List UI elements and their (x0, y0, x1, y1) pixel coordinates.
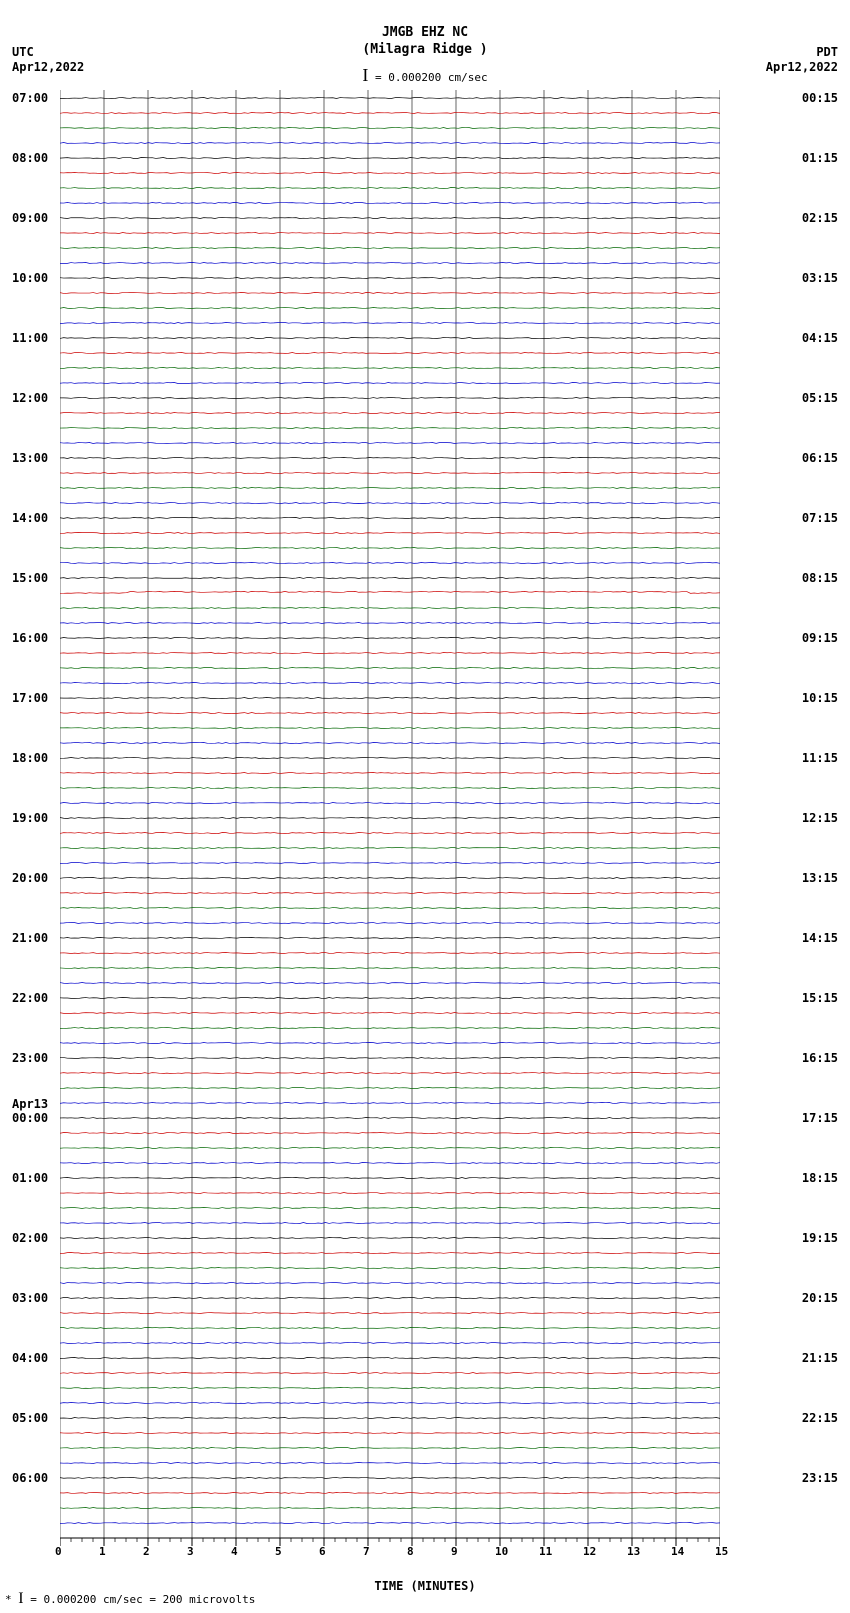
pdt-time-label: 22:15 (802, 1411, 838, 1425)
station-title: JMGB EHZ NC (0, 25, 850, 40)
x-tick: 10 (495, 1545, 508, 1558)
utc-time-label: 07:00 (12, 91, 48, 105)
pdt-time-label: 04:15 (802, 331, 838, 345)
pdt-time-label: 02:15 (802, 211, 838, 225)
x-tick: 12 (583, 1545, 596, 1558)
utc-time-label: 18:00 (12, 751, 48, 765)
pdt-time-label: 19:15 (802, 1231, 838, 1245)
scale-label: I = 0.000200 cm/sec (0, 65, 850, 86)
utc-time-label: 17:00 (12, 691, 48, 705)
x-tick: 8 (407, 1545, 414, 1558)
footer-scale: * I = 0.000200 cm/sec = 200 microvolts (5, 1590, 255, 1608)
pdt-time-label: 05:15 (802, 391, 838, 405)
station-subtitle: (Milagra Ridge ) (0, 42, 850, 57)
x-tick: 1 (99, 1545, 106, 1558)
utc-time-label: 10:00 (12, 271, 48, 285)
x-tick: 14 (671, 1545, 684, 1558)
utc-time-label: 08:00 (12, 151, 48, 165)
pdt-time-label: 13:15 (802, 871, 838, 885)
utc-time-label: 16:00 (12, 631, 48, 645)
x-tick: 5 (275, 1545, 282, 1558)
pdt-time-label: 14:15 (802, 931, 838, 945)
tz-right: PDT (816, 45, 838, 59)
x-tick: 4 (231, 1545, 238, 1558)
pdt-time-label: 07:15 (802, 511, 838, 525)
pdt-time-label: 15:15 (802, 991, 838, 1005)
pdt-time-label: 08:15 (802, 571, 838, 585)
pdt-time-label: 21:15 (802, 1351, 838, 1365)
x-tick: 7 (363, 1545, 370, 1558)
pdt-time-label: 16:15 (802, 1051, 838, 1065)
seismogram-plot (60, 90, 720, 1560)
plot-svg (60, 90, 720, 1560)
pdt-time-label: 03:15 (802, 271, 838, 285)
utc-time-label: 03:00 (12, 1291, 48, 1305)
x-tick: 3 (187, 1545, 194, 1558)
pdt-time-label: 10:15 (802, 691, 838, 705)
utc-time-label: 19:00 (12, 811, 48, 825)
utc-time-label: 20:00 (12, 871, 48, 885)
utc-time-label: 05:00 (12, 1411, 48, 1425)
date-left: Apr12,2022 (12, 60, 84, 74)
pdt-time-label: 00:15 (802, 91, 838, 105)
utc-time-label: 14:00 (12, 511, 48, 525)
pdt-time-label: 23:15 (802, 1471, 838, 1485)
x-tick: 15 (715, 1545, 728, 1558)
utc-time-label: 06:00 (12, 1471, 48, 1485)
utc-time-label: 04:00 (12, 1351, 48, 1365)
x-tick: 2 (143, 1545, 150, 1558)
x-tick: 13 (627, 1545, 640, 1558)
utc-time-label: 12:00 (12, 391, 48, 405)
utc-time-label: 00:00 (12, 1111, 48, 1125)
tz-left: UTC (12, 45, 34, 59)
utc-time-label: 09:00 (12, 211, 48, 225)
pdt-time-label: 06:15 (802, 451, 838, 465)
utc-time-label: 01:00 (12, 1171, 48, 1185)
seismogram-container: JMGB EHZ NC (Milagra Ridge ) I = 0.00020… (0, 0, 850, 1613)
utc-time-label: 15:00 (12, 571, 48, 585)
pdt-time-label: 20:15 (802, 1291, 838, 1305)
utc-time-label: 21:00 (12, 931, 48, 945)
utc-time-label: 02:00 (12, 1231, 48, 1245)
date-right: Apr12,2022 (766, 60, 838, 74)
x-tick: 11 (539, 1545, 552, 1558)
pdt-time-label: 18:15 (802, 1171, 838, 1185)
utc-time-label: 23:00 (12, 1051, 48, 1065)
x-tick: 6 (319, 1545, 326, 1558)
x-tick: 0 (55, 1545, 62, 1558)
pdt-time-label: 11:15 (802, 751, 838, 765)
pdt-time-label: 01:15 (802, 151, 838, 165)
utc-time-label: 22:00 (12, 991, 48, 1005)
utc-time-label: 13:00 (12, 451, 48, 465)
pdt-time-label: 09:15 (802, 631, 838, 645)
x-tick: 9 (451, 1545, 458, 1558)
pdt-time-label: 17:15 (802, 1111, 838, 1125)
utc-time-label: 11:00 (12, 331, 48, 345)
pdt-time-label: 12:15 (802, 811, 838, 825)
utc-day2-label: Apr13 (12, 1097, 48, 1111)
